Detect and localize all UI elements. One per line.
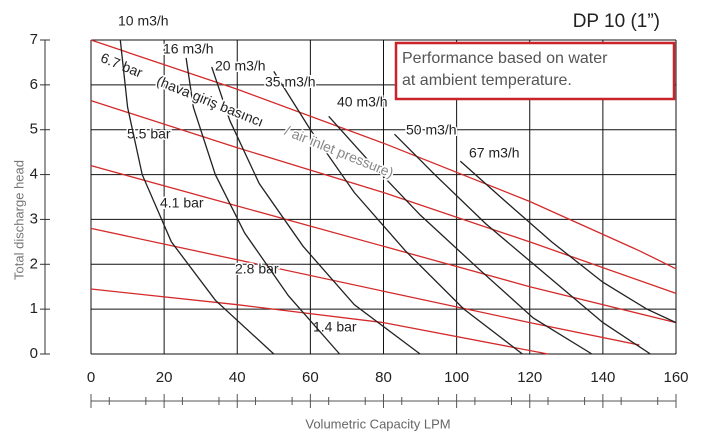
y-tick-label: 7 <box>30 31 38 48</box>
x-axis-label: Volumetric Capacity LPM <box>305 416 450 431</box>
series-label: 40 m3/h <box>337 94 388 110</box>
series-line <box>394 133 651 355</box>
y-tick-label: 6 <box>30 76 38 93</box>
series-label: 20 m3/h <box>215 58 266 74</box>
series-label: 10 m3/h <box>118 13 169 29</box>
y-tick-label: 2 <box>30 255 38 272</box>
series-line <box>90 227 640 346</box>
series-line <box>459 160 677 324</box>
series-label: 4.1 bar <box>160 195 204 211</box>
y-tick-label: 4 <box>30 166 38 183</box>
series-label: 67 m3/h <box>469 145 520 161</box>
note-line: Performance based on water <box>402 50 608 67</box>
series-line <box>90 164 677 324</box>
x-tick-label: 140 <box>590 369 615 386</box>
series-label: 5.5 bar <box>127 126 171 142</box>
x-tick-label: 0 <box>87 369 95 386</box>
series-label: 16 m3/h <box>163 41 214 57</box>
series-line <box>119 39 275 355</box>
series-line <box>328 115 593 355</box>
series-label: 2.8 bar <box>235 261 279 277</box>
x-tick-label: 120 <box>517 369 542 386</box>
chart-title: DP 10 (1”) <box>573 11 660 32</box>
series-line <box>185 57 341 355</box>
note-line: at ambient temperature. <box>402 72 572 89</box>
series-line <box>273 71 523 355</box>
series-line <box>90 39 677 270</box>
series-label: 50 m3/h <box>406 122 457 138</box>
y-tick-label: 5 <box>30 121 38 138</box>
y-tick-label: 1 <box>30 300 38 317</box>
y-tick-label: 0 <box>30 345 38 362</box>
note-box <box>394 41 676 101</box>
y-axis-label: Total discharge head <box>11 160 26 280</box>
series-label: 1.4 bar <box>313 319 357 335</box>
x-tick-label: 80 <box>375 369 392 386</box>
series-line <box>90 288 549 355</box>
x-tick-label: 100 <box>444 369 469 386</box>
x-tick-label: 160 <box>663 369 688 386</box>
x-tick-label: 40 <box>229 369 246 386</box>
series-line <box>211 66 421 355</box>
x-tick-label: 20 <box>156 369 173 386</box>
y-tick-label: 3 <box>30 210 38 227</box>
series-line <box>90 99 677 295</box>
x-tick-label: 60 <box>302 369 319 386</box>
series-label: 35 m3/h <box>265 74 316 90</box>
